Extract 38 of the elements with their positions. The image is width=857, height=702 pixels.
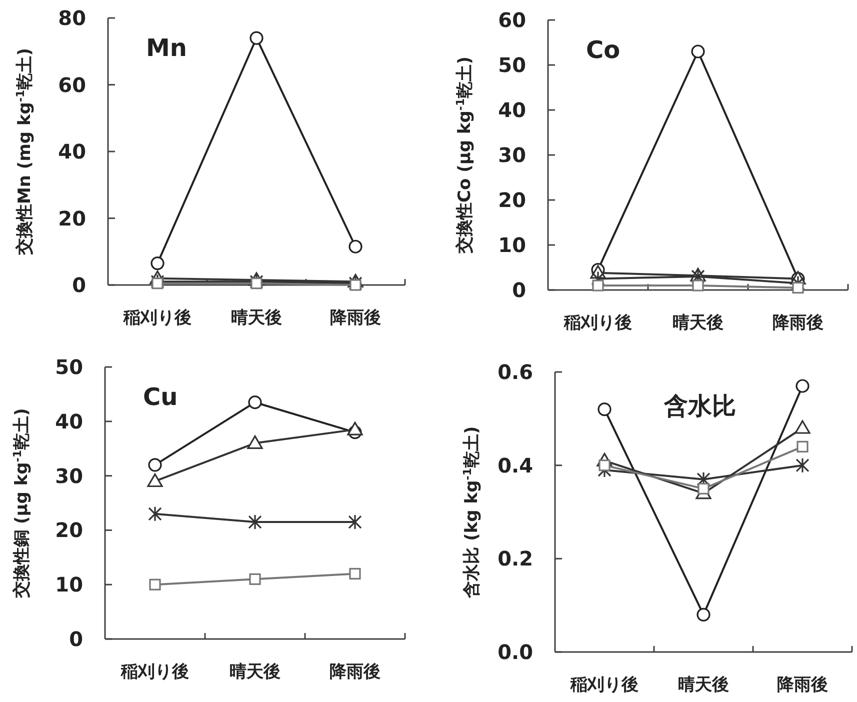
x-tick-label: 降雨後 (330, 662, 380, 682)
y-tick-label: 40 (55, 409, 83, 434)
x-tick-label: 稲刈り後 (570, 675, 638, 695)
y-tick-label: 0.4 (498, 453, 533, 478)
x-tick-label: 稲刈り後 (122, 308, 192, 328)
x-tick-label: 晴天後 (231, 308, 282, 328)
y-tick-label: 50 (55, 355, 83, 379)
x-tick-label: 稲刈り後 (120, 662, 189, 682)
y-tick-label: 10 (55, 572, 83, 597)
y-tick-label: 40 (498, 98, 526, 122)
y-tick-label: 30 (498, 143, 526, 167)
x-tick-label: 降雨後 (777, 675, 828, 695)
text: Mn (146, 34, 187, 62)
y-tick-label: 0.2 (498, 546, 533, 571)
x-tick-label: 晴天後 (230, 662, 280, 682)
x-tick-label: 降雨後 (330, 308, 381, 328)
text: Cu (143, 383, 178, 411)
y-tick-label: 20 (55, 518, 83, 542)
y-tick-label: 60 (498, 8, 526, 32)
x-tick-label: 稲刈り後 (563, 313, 632, 333)
text: Co (586, 36, 620, 64)
x-tick-label: 降雨後 (772, 313, 824, 333)
y-tick-label: 0.0 (498, 640, 533, 664)
y-tick-label: 40 (58, 140, 86, 164)
y-tick-label: 10 (498, 233, 526, 257)
y-tick-label: 20 (58, 206, 86, 230)
y-tick-label: 80 (58, 6, 86, 30)
y-tick-label: 0 (69, 627, 83, 651)
y-tick-label: 20 (498, 188, 526, 212)
y-tick-label: 60 (58, 72, 86, 97)
text: 含水比 (663, 392, 736, 420)
y-tick-label: 50 (498, 53, 526, 77)
y-tick-label: 0.6 (498, 360, 533, 384)
y-tick-label: 30 (55, 464, 83, 488)
x-tick-label: 晴天後 (672, 313, 724, 333)
y-tick-label: 0 (72, 273, 86, 297)
x-tick-label: 晴天後 (678, 675, 729, 695)
y-tick-label: 0 (512, 278, 526, 302)
